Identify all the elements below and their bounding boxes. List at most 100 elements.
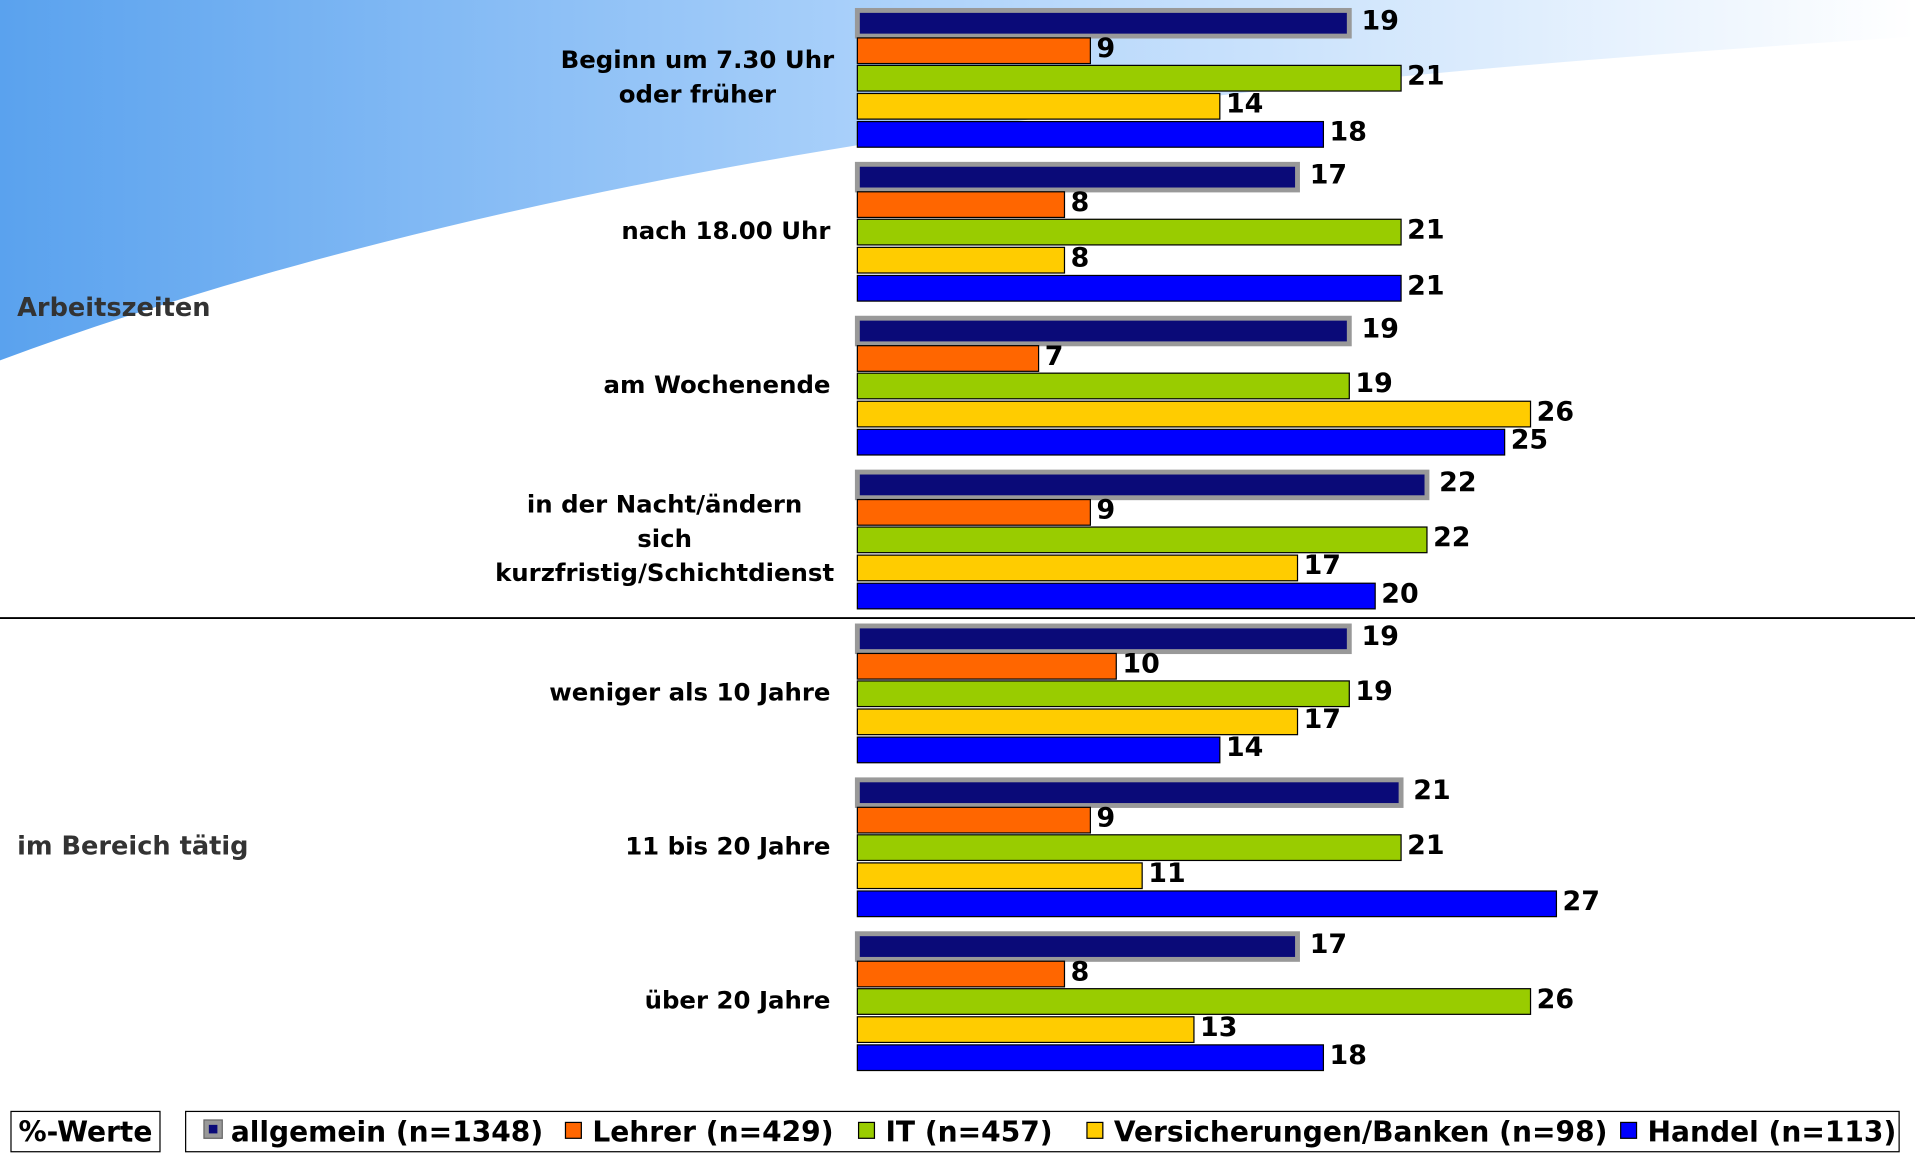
value-label: 21 <box>1413 775 1450 806</box>
background-swoosh <box>0 0 1915 361</box>
value-label: 21 <box>1407 60 1444 91</box>
value-label: 13 <box>1200 1012 1237 1043</box>
value-label: 20 <box>1381 578 1418 609</box>
bar <box>856 191 1066 219</box>
bar <box>854 931 1300 962</box>
bar <box>856 428 1506 456</box>
value-label: 17 <box>1304 704 1341 735</box>
legend-title-box <box>10 1110 161 1153</box>
legend-swatch-inner <box>208 1124 218 1134</box>
category-label-line: am Wochenende <box>604 370 831 399</box>
bar <box>854 469 1430 501</box>
bar <box>856 400 1532 428</box>
bar <box>856 1016 1195 1044</box>
legend-title: %-Werte <box>19 1115 153 1148</box>
value-label: 17 <box>1310 929 1347 960</box>
bar <box>854 7 1352 39</box>
bar <box>856 582 1376 610</box>
legend-swatch <box>1086 1121 1104 1139</box>
category-label: nach 18.00 Uhr <box>621 216 830 245</box>
bar <box>856 960 1066 988</box>
legend-label: allgemein (n=1348) <box>231 1115 543 1148</box>
value-label: 17 <box>1304 550 1341 581</box>
legend-label: Lehrer (n=429) <box>592 1115 833 1148</box>
legend-label: Versicherungen/Banken (n=98) <box>1114 1115 1608 1148</box>
category-label: über 20 Jahre <box>645 986 831 1015</box>
value-label: 11 <box>1148 858 1185 889</box>
value-label: 21 <box>1407 271 1444 302</box>
bar <box>856 806 1091 834</box>
legend-box <box>185 1110 1900 1153</box>
bar <box>856 680 1350 708</box>
legend-swatch <box>1620 1121 1638 1139</box>
category-label: weniger als 10 Jahre <box>549 678 830 707</box>
value-label: 8 <box>1071 242 1090 273</box>
category-label-line: über 20 Jahre <box>645 986 831 1015</box>
value-label: 22 <box>1439 467 1476 498</box>
bar <box>856 274 1402 302</box>
value-label: 19 <box>1355 368 1392 399</box>
bar <box>854 623 1352 655</box>
value-label: 7 <box>1045 341 1064 372</box>
value-label: 22 <box>1433 522 1470 553</box>
category-label-line: sich <box>637 524 692 553</box>
bar <box>856 92 1221 120</box>
value-label: 9 <box>1096 802 1115 833</box>
bar <box>856 37 1091 65</box>
category-label: 11 bis 20 Jahre <box>625 832 830 861</box>
bar <box>854 161 1300 193</box>
section-label: im Bereich tätig <box>17 832 248 862</box>
bar <box>856 736 1221 764</box>
category-label: in der Nacht/ändern sich kurzfristig/Schic… <box>495 490 834 587</box>
bar <box>856 526 1428 554</box>
bar <box>856 120 1325 148</box>
bar <box>856 345 1040 372</box>
legend-label: Handel (n=113) <box>1648 1115 1897 1148</box>
value-label: 9 <box>1096 495 1115 526</box>
bar <box>856 890 1558 918</box>
value-label: 17 <box>1310 159 1347 190</box>
legend-swatch <box>857 1121 876 1139</box>
value-label: 19 <box>1355 676 1392 707</box>
category-label-line: oder früher <box>619 79 776 108</box>
bar <box>854 315 1352 347</box>
value-label: 19 <box>1362 621 1399 652</box>
value-label: 27 <box>1563 886 1600 917</box>
category-label-line: kurzfristig/Schichtdienst <box>495 558 834 587</box>
value-label: 26 <box>1537 396 1574 427</box>
bar <box>854 777 1404 808</box>
category-label-line: Beginn um 7.30 Uhr <box>561 45 835 74</box>
value-label: 8 <box>1071 956 1090 987</box>
value-label: 25 <box>1511 424 1548 455</box>
category-label-line: nach 18.00 Uhr <box>621 216 830 245</box>
value-label: 18 <box>1330 117 1367 148</box>
value-label: 18 <box>1330 1040 1367 1071</box>
value-label: 14 <box>1226 732 1263 763</box>
category-label-line: in der Nacht/ändern <box>527 490 802 519</box>
bar <box>856 652 1117 680</box>
bar <box>856 372 1350 400</box>
value-label: 26 <box>1537 984 1574 1015</box>
category-label-line: weniger als 10 Jahre <box>549 678 830 707</box>
value-label: 14 <box>1226 89 1263 120</box>
legend-label: IT (n=457) <box>885 1115 1052 1148</box>
value-label: 10 <box>1122 649 1159 680</box>
value-label: 8 <box>1071 187 1090 218</box>
bar <box>856 246 1066 274</box>
bar <box>856 708 1299 736</box>
legend-swatch <box>564 1121 582 1139</box>
bar <box>856 218 1402 246</box>
bar <box>856 1044 1325 1072</box>
value-label: 9 <box>1096 33 1115 64</box>
value-label: 19 <box>1362 313 1399 344</box>
bar <box>856 64 1402 92</box>
category-label-line: 11 bis 20 Jahre <box>625 832 830 861</box>
value-label: 21 <box>1407 214 1444 245</box>
section-label: Arbeitszeiten <box>17 293 210 323</box>
bar <box>856 988 1532 1015</box>
category-label: am Wochenende <box>604 370 831 399</box>
value-label: 21 <box>1407 830 1444 861</box>
bar <box>856 554 1299 582</box>
